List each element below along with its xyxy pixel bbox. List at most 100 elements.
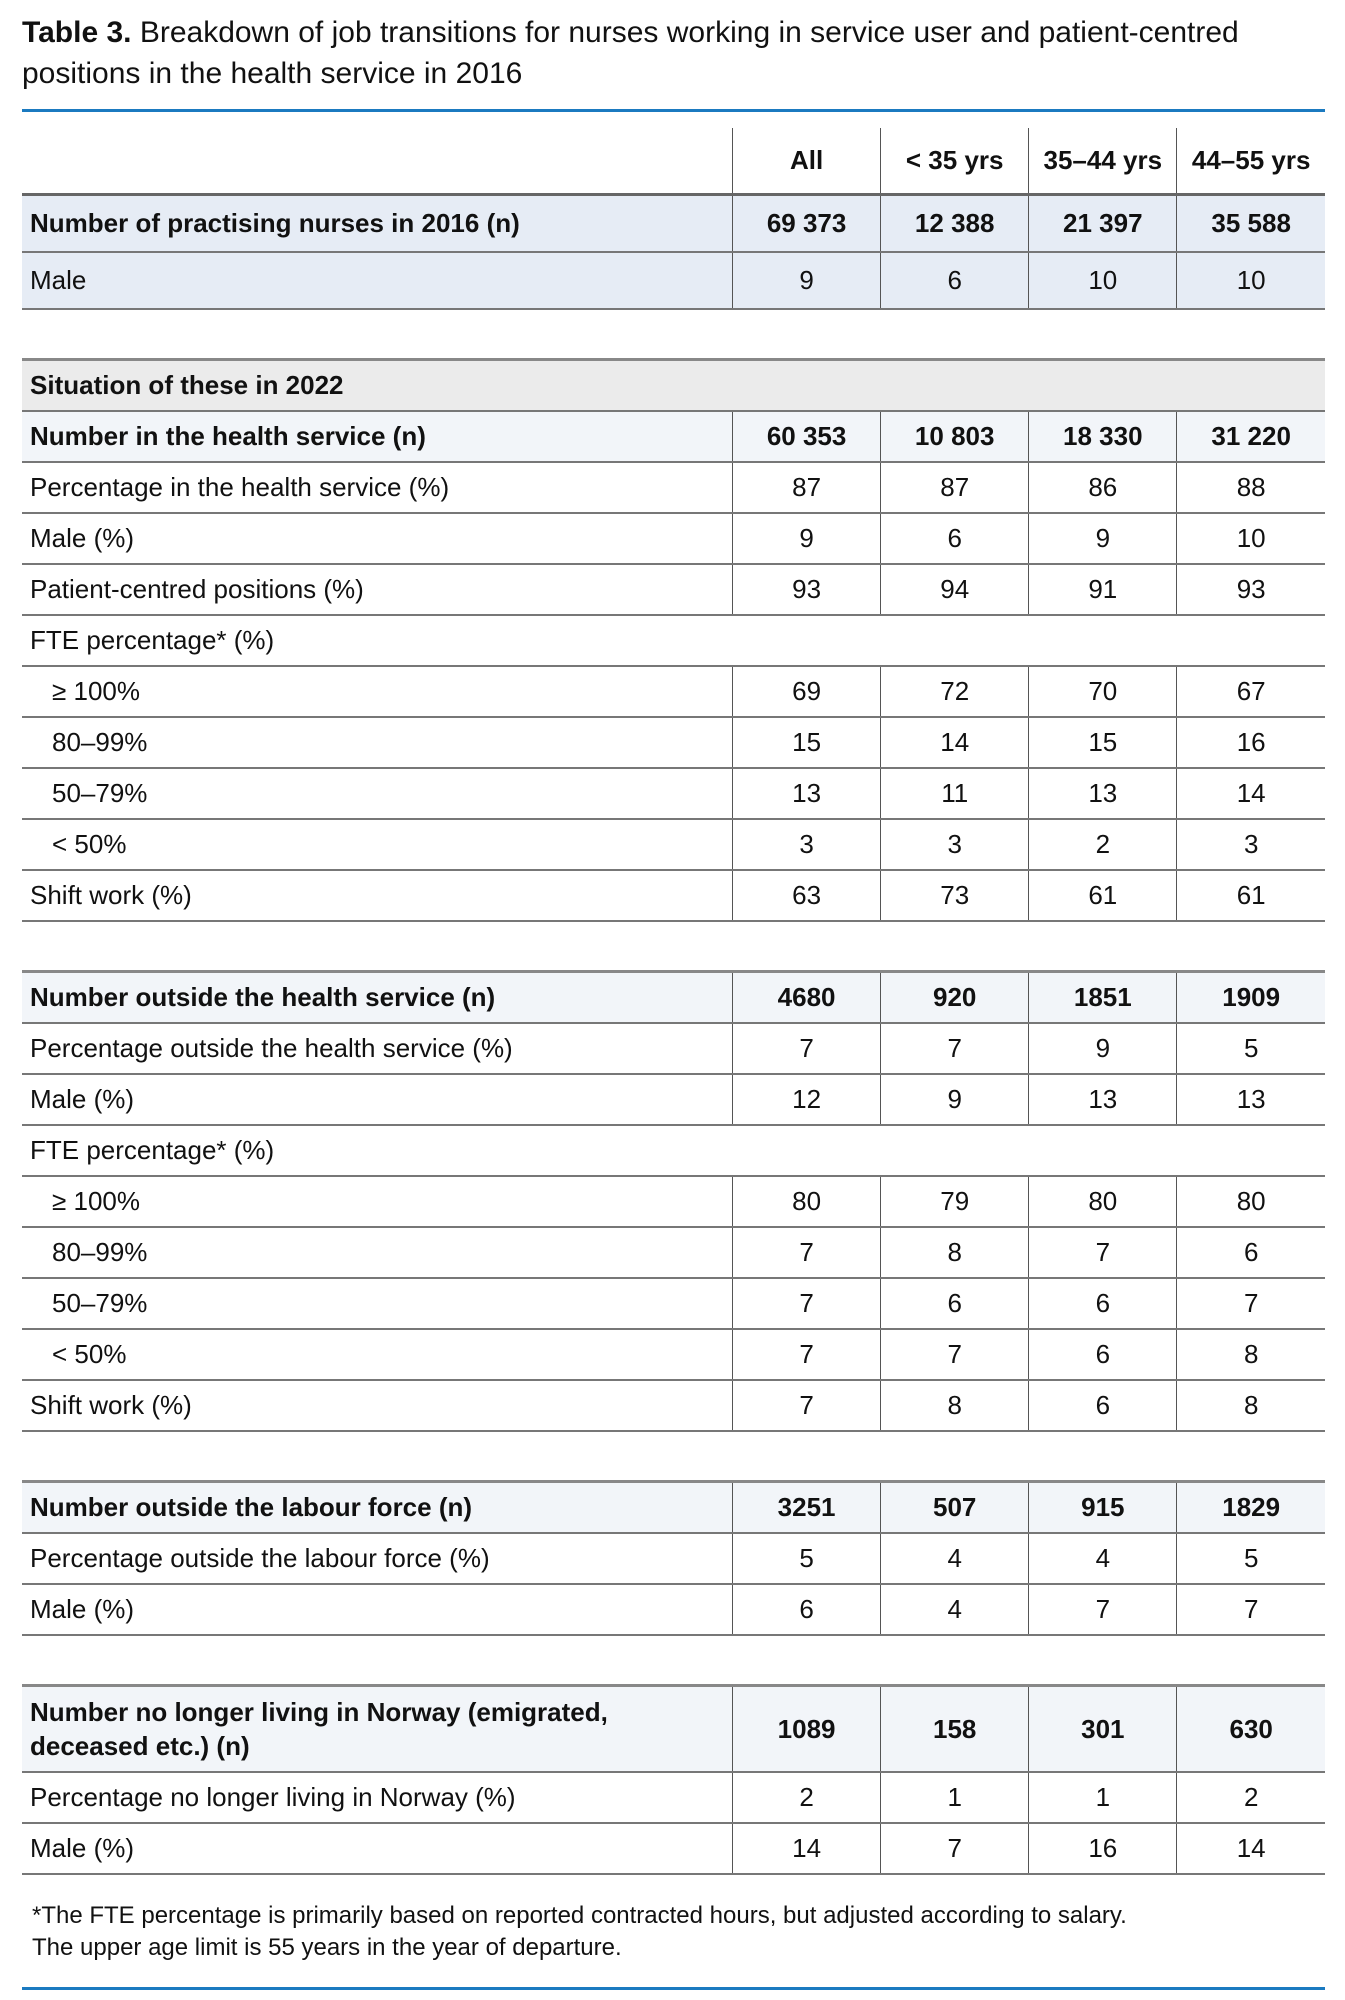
cell-value: 3251	[732, 1480, 881, 1534]
row-label: Number outside the labour force (n)	[22, 1480, 733, 1534]
cell-value: 14	[1176, 768, 1325, 820]
cell-value: 6	[1028, 1329, 1177, 1381]
cell-value: 80	[732, 1176, 881, 1228]
cell-value: 88	[1176, 462, 1325, 514]
cell-value: 4	[880, 1533, 1029, 1585]
cell-value: 6	[1176, 1227, 1325, 1279]
row-label: ≥ 100%	[22, 666, 733, 718]
cell-value: 7	[1028, 1227, 1177, 1279]
cell-value: 6	[1028, 1278, 1177, 1330]
cell-value: 2	[1028, 819, 1177, 871]
cell-value: 60 353	[732, 411, 881, 463]
cell-value: 12 388	[880, 194, 1029, 253]
row-label: 50–79%	[22, 768, 733, 820]
table-row: Shift work (%) 63 73 61 61	[22, 870, 1325, 922]
column-header: 44–55 yrs	[1176, 128, 1325, 196]
cell-value: 72	[880, 666, 1029, 718]
table-row: Percentage no longer living in Norway (%…	[22, 1772, 1325, 1824]
section-total-row: Number of practising nurses in 2016 (n) 6…	[22, 194, 1325, 253]
row-label: < 50%	[22, 819, 733, 871]
cell-value: 14	[732, 1823, 881, 1875]
cell-value: 10	[1028, 252, 1177, 310]
row-label: Number no longer living in Norway (emigr…	[22, 1684, 733, 1773]
cell-value: 6	[732, 1584, 881, 1636]
spacer-row	[22, 921, 1325, 972]
cell-value: 4	[880, 1584, 1029, 1636]
header-row: All < 35 yrs 35–44 yrs 44–55 yrs	[22, 128, 1325, 196]
cell-value: 15	[732, 717, 881, 769]
table-row: 50–79% 7 6 6 7	[22, 1278, 1325, 1330]
cell-value: 7	[1028, 1584, 1177, 1636]
footnote-line: *The FTE percentage is primarily based o…	[32, 1902, 1127, 1929]
cell-value: 93	[1176, 564, 1325, 616]
cell-value: 1851	[1028, 970, 1177, 1024]
cell-value: 63	[732, 870, 881, 922]
section-heading: Situation of these in 2022	[22, 358, 1325, 412]
spacer	[22, 309, 1325, 360]
cell-value: 4	[1028, 1533, 1177, 1585]
cell-value: 9	[1028, 513, 1177, 565]
cell-value: 7	[732, 1023, 881, 1075]
row-label: Shift work (%)	[22, 870, 733, 922]
cell-value: 80	[1176, 1176, 1325, 1228]
cell-value: 7	[732, 1278, 881, 1330]
table-row: 50–79% 13 11 13 14	[22, 768, 1325, 820]
table-number: Table 3.	[22, 16, 132, 49]
row-label: Male (%)	[22, 1584, 733, 1636]
cell-value: 8	[1176, 1380, 1325, 1432]
cell-value: 79	[880, 1176, 1029, 1228]
cell-value: 61	[1176, 870, 1325, 922]
cell-value: 16	[1028, 1823, 1177, 1875]
cell-value: 16	[1176, 717, 1325, 769]
cell-value: 920	[880, 970, 1029, 1024]
row-label: Percentage outside the labour force (%)	[22, 1533, 733, 1585]
cell-value: 158	[880, 1684, 1029, 1773]
row-label: Male (%)	[22, 513, 733, 565]
cell-value: 80	[1028, 1176, 1177, 1228]
row-label: Number of practising nurses in 2016 (n)	[22, 194, 733, 253]
cell-value: 2	[732, 1772, 881, 1824]
cell-value: 2	[1176, 1772, 1325, 1824]
cell-value: 9	[1028, 1023, 1177, 1075]
cell-value: 9	[732, 513, 881, 565]
cell-value: 915	[1028, 1480, 1177, 1534]
row-label: < 50%	[22, 1329, 733, 1381]
table-row: Percentage in the health service (%) 87 87…	[22, 462, 1325, 514]
cell-value: 87	[732, 462, 881, 514]
spacer-row	[22, 1635, 1325, 1686]
spacer	[22, 921, 1325, 972]
cell-value: 9	[880, 1074, 1029, 1126]
cell-value: 6	[880, 252, 1029, 310]
cell-value: 94	[880, 564, 1029, 616]
row-label: 80–99%	[22, 717, 733, 769]
cell-value: 14	[1176, 1823, 1325, 1875]
table-row: Percentage outside the health service (%…	[22, 1023, 1325, 1075]
row-label: Male (%)	[22, 1074, 733, 1126]
cell-value: 6	[880, 513, 1029, 565]
section-total-row: Number outside the health service (n) 468…	[22, 970, 1325, 1024]
table-row: ≥ 100% 80 79 80 80	[22, 1176, 1325, 1228]
table-row: Male (%) 14 7 16 14	[22, 1823, 1325, 1875]
column-header: < 35 yrs	[880, 128, 1029, 196]
cell-value: 86	[1028, 462, 1177, 514]
table-row: ≥ 100% 69 72 70 67	[22, 666, 1325, 718]
cell-value: 87	[880, 462, 1029, 514]
cell-value: 7	[732, 1227, 881, 1279]
header-empty	[22, 128, 733, 196]
row-label: FTE percentage* (%)	[22, 615, 1325, 667]
cell-value: 70	[1028, 666, 1177, 718]
cell-value: 5	[1176, 1023, 1325, 1075]
cell-value: 9	[732, 252, 881, 310]
row-label: Shift work (%)	[22, 1380, 733, 1432]
table-row: Male (%) 6 4 7 7	[22, 1584, 1325, 1636]
cell-value: 1	[1028, 1772, 1177, 1824]
cell-value: 31 220	[1176, 411, 1325, 463]
cell-value: 69 373	[732, 194, 881, 253]
cell-value: 7	[1176, 1584, 1325, 1636]
cell-value: 14	[880, 717, 1029, 769]
cell-value: 1	[880, 1772, 1029, 1824]
cell-value: 3	[880, 819, 1029, 871]
data-table: All < 35 yrs 35–44 yrs 44–55 yrs Number of p…	[22, 128, 1325, 1875]
cell-value: 11	[880, 768, 1029, 820]
column-header: All	[732, 128, 881, 196]
